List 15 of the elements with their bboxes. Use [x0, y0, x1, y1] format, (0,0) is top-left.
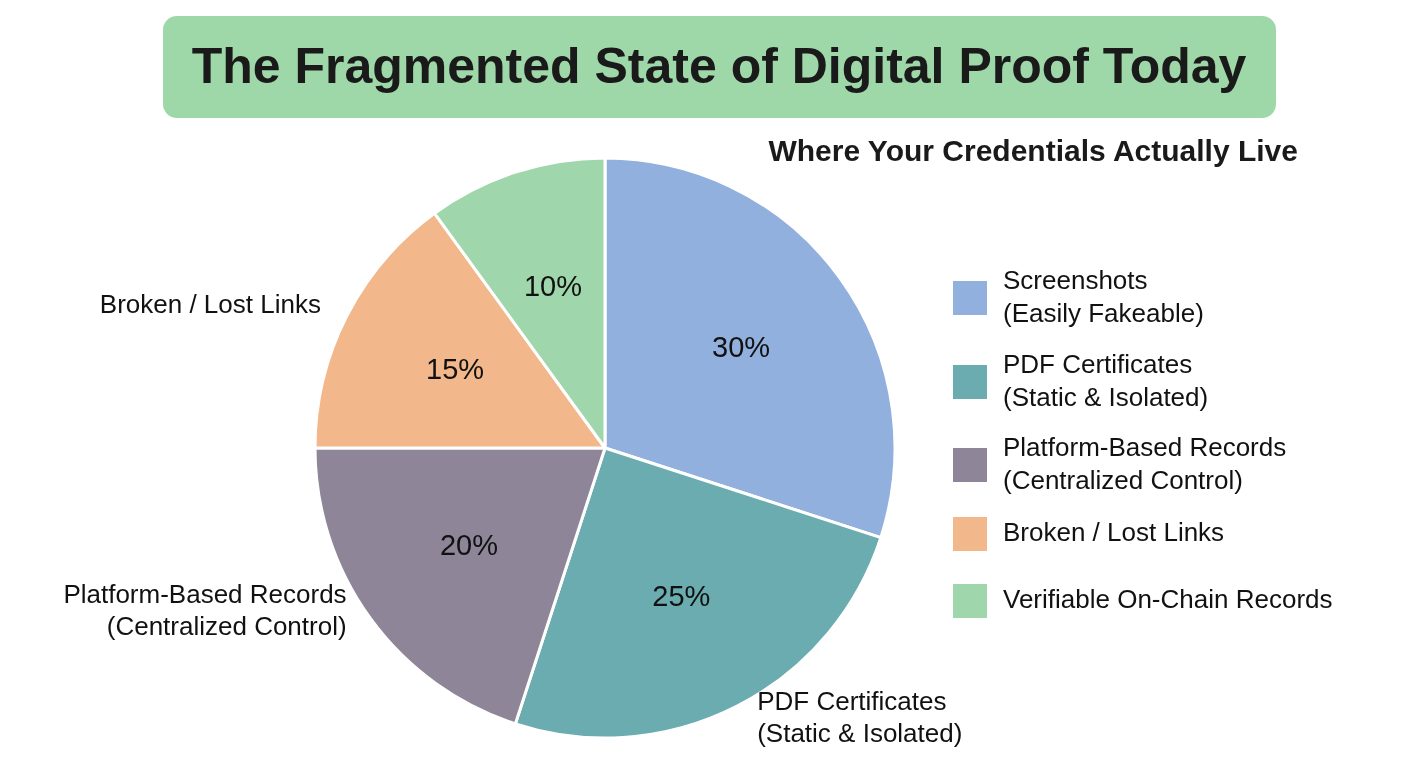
chart-title: The Fragmented State of Digital Proof Today	[191, 38, 1247, 95]
legend-label: Platform-Based Records (Centralized Control)	[1003, 431, 1287, 495]
slice-label: PDF Certificates (Static & Isolated)	[757, 685, 963, 748]
legend-label: Broken / Lost Links	[1003, 516, 1225, 547]
slice-label: Platform-Based Records (Centralized Control)	[63, 578, 347, 641]
data-label: 20%	[439, 528, 498, 561]
data-label: 30%	[712, 330, 771, 363]
data-label: 25%	[652, 579, 711, 612]
legend-label: Screenshots (Easily Fakeable)	[1003, 264, 1204, 328]
slice-label: Broken / Lost Links	[99, 288, 321, 319]
data-label: 15%	[426, 353, 485, 386]
legend-label: Verifiable On-Chain Records	[1003, 583, 1333, 614]
chart-subtitle: Where Your Credentials Actually Live	[768, 133, 1298, 167]
data-label: 10%	[524, 269, 583, 302]
legend-label: PDF Certificates (Static & Isolated)	[1003, 348, 1209, 412]
